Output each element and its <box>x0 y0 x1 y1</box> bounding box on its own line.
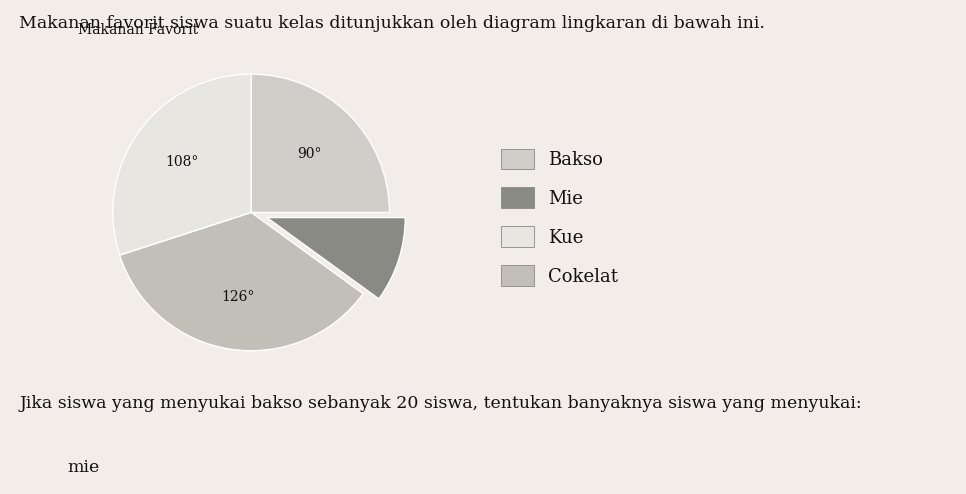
Legend: Bakso, Mie, Kue, Cokelat: Bakso, Mie, Kue, Cokelat <box>492 139 627 295</box>
Wedge shape <box>113 74 251 255</box>
Wedge shape <box>267 217 406 299</box>
Text: 126°: 126° <box>221 290 254 304</box>
Text: Jika siswa yang menyukai bakso sebanyak 20 siswa, tentukan banyaknya siswa yang : Jika siswa yang menyukai bakso sebanyak … <box>19 395 862 412</box>
Text: 90°: 90° <box>298 147 322 161</box>
Wedge shape <box>120 212 363 351</box>
Text: Makanan favorit siswa suatu kelas ditunjukkan oleh diagram lingkaran di bawah in: Makanan favorit siswa suatu kelas ditunj… <box>19 15 765 32</box>
Text: mie: mie <box>68 459 99 476</box>
Text: Makanan Favorit: Makanan Favorit <box>78 23 198 37</box>
Text: 108°: 108° <box>165 155 198 169</box>
Wedge shape <box>251 74 389 212</box>
